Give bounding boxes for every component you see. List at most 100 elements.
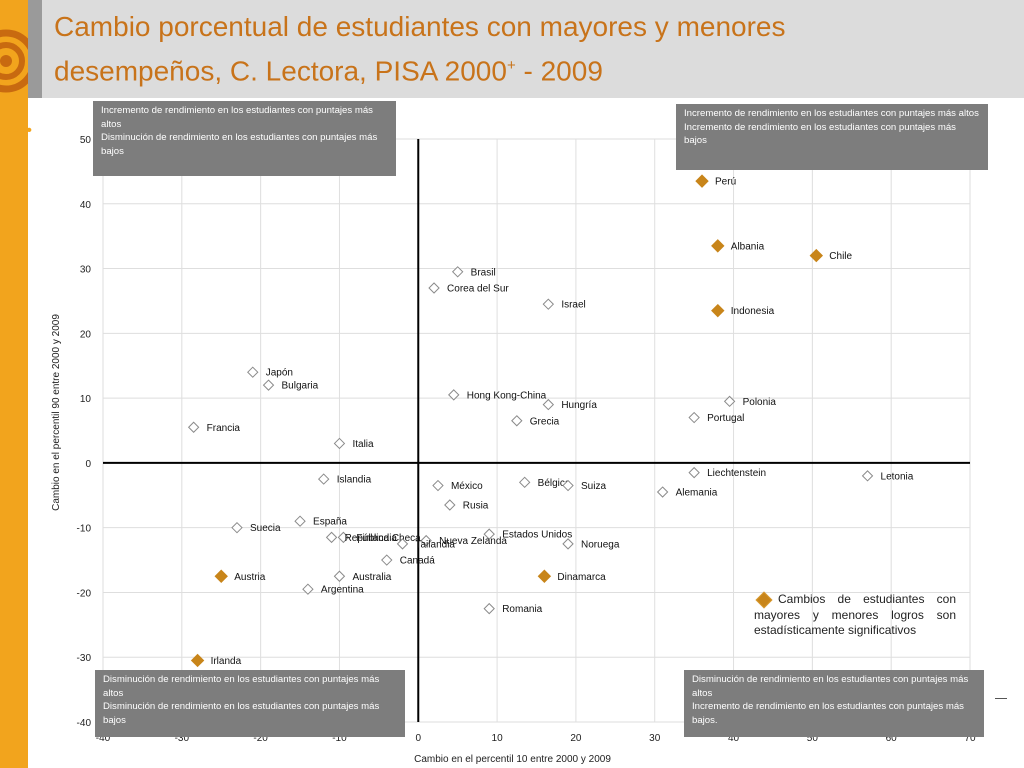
data-point — [337, 531, 350, 544]
data-point — [711, 303, 725, 318]
data-point — [231, 521, 243, 534]
data-point-label: Suiza — [581, 481, 606, 492]
data-point-label: Indonesia — [731, 306, 775, 317]
quadrant-box-line: Incremento de rendimiento en los estudia… — [692, 701, 964, 726]
y-tick-label: 0 — [85, 459, 91, 470]
data-point — [381, 554, 393, 566]
data-point-label: Hong Kong-China — [467, 390, 547, 401]
data-point-label: Israel — [561, 300, 585, 311]
data-point — [483, 602, 495, 615]
quadrant-box-line: Incremento de rendimiento en los estudia… — [684, 121, 956, 147]
data-point — [809, 248, 824, 263]
data-point-label: Bélgica — [538, 478, 571, 489]
data-point — [537, 569, 552, 583]
data-point — [542, 398, 555, 411]
quadrant-box-bottom-right: Disminución de rendimiento en los estudi… — [684, 670, 984, 737]
y-axis-label: Cambio en el percentil 90 entre 2000 y 2… — [51, 314, 62, 511]
title-text: Cambio porcentual de estudiantes con may… — [54, 11, 786, 87]
data-point — [688, 411, 700, 424]
data-point — [420, 534, 432, 547]
data-point-label: Argentina — [321, 585, 364, 596]
y-tick-label: -40 — [77, 718, 92, 729]
data-point-label: Italia — [352, 439, 374, 450]
data-point-label: Chile — [829, 251, 852, 262]
data-point — [317, 473, 330, 485]
data-point — [187, 421, 200, 433]
data-point — [711, 239, 725, 253]
x-tick-label: 20 — [570, 733, 582, 744]
header-accent — [28, 0, 42, 98]
data-point-label: Estados Unidos — [502, 530, 572, 541]
x-tick-label: -20 — [253, 733, 268, 744]
edge-dash — [995, 698, 1007, 699]
data-point-label: Albania — [731, 241, 765, 252]
data-point — [656, 486, 669, 498]
data-point-label: Dinamarca — [557, 572, 606, 583]
x-tick-label: 50 — [807, 733, 819, 744]
data-point-label: Canadá — [400, 556, 435, 567]
data-point — [723, 395, 736, 408]
data-point — [294, 515, 306, 527]
data-point — [688, 466, 700, 479]
x-tick-label: 10 — [492, 733, 504, 744]
quadrant-box-line: Disminución de rendimiento en los estudi… — [101, 132, 378, 157]
x-tick-label: 0 — [415, 733, 421, 744]
data-point-label: Suecia — [250, 523, 281, 534]
data-point-label: Grecia — [530, 416, 560, 427]
data-point-label: Romania — [502, 604, 542, 615]
data-point-label: Brasil — [471, 267, 496, 278]
x-tick-label: 30 — [649, 733, 661, 744]
data-point — [302, 583, 314, 595]
data-point — [214, 569, 228, 583]
y-tick-label: 40 — [80, 200, 92, 211]
data-point-label: Rusia — [463, 500, 489, 511]
decorative-dots: ••••• — [0, 122, 34, 139]
data-point-label: Noruega — [581, 539, 620, 550]
x-tick-label: 40 — [728, 733, 740, 744]
data-point — [247, 366, 259, 378]
data-point-label: Corea del Sur — [447, 283, 509, 294]
data-point-label: Hungría — [561, 400, 597, 411]
data-point-label: Perú — [715, 177, 736, 188]
y-tick-label: 20 — [80, 329, 92, 340]
x-axis-label: Cambio en el percentil 10 entre 2000 y 2… — [414, 754, 611, 765]
y-tick-label: 50 — [80, 135, 92, 146]
data-point-label: Australia — [352, 572, 391, 583]
header-band — [28, 0, 1024, 98]
quadrant-box-line: Disminución de rendimiento en los estudi… — [692, 674, 969, 699]
data-point — [333, 570, 346, 582]
data-point-label: Polonia — [743, 397, 777, 408]
data-point-label: Bulgaria — [282, 381, 319, 392]
data-point — [562, 538, 574, 550]
data-point — [432, 479, 444, 492]
quadrant-box-line: Incremento de rendimiento en los estudia… — [101, 105, 373, 130]
data-point-label: Tailandia — [416, 539, 456, 550]
left-accent-bar — [0, 0, 28, 768]
title-superscript: + — [506, 57, 516, 74]
data-point-label: Islandia — [337, 475, 372, 486]
y-tick-label: 30 — [80, 265, 92, 276]
data-point-label: Alemania — [676, 488, 718, 499]
quadrant-box-line: Incremento de rendimiento en los estudia… — [684, 108, 979, 119]
data-point — [428, 282, 440, 294]
title-suffix: - 2009 — [515, 55, 603, 87]
quadrant-box-line: Disminución de rendimiento en los estudi… — [103, 674, 380, 699]
data-point — [190, 653, 205, 668]
data-point-label: México — [451, 481, 483, 492]
data-point — [396, 538, 409, 550]
chart-legend: Cambios de estudiantes con mayores y men… — [754, 591, 956, 639]
data-point — [451, 266, 464, 278]
data-point — [325, 531, 338, 544]
page-title: Cambio porcentual de estudiantes con may… — [54, 7, 954, 90]
x-tick-label: -30 — [175, 733, 190, 744]
data-point-label: Austria — [234, 572, 266, 583]
data-point-label: República Checa — [345, 533, 422, 544]
data-point — [695, 174, 709, 188]
data-point-label: Portugal — [707, 413, 744, 424]
x-tick-label: -10 — [332, 733, 347, 744]
x-tick-label: 70 — [964, 733, 976, 744]
data-point-label: Irlanda — [211, 656, 242, 667]
quadrant-box-bottom-left: Disminución de rendimiento en los estudi… — [95, 670, 405, 737]
data-point — [861, 470, 874, 482]
data-point — [542, 298, 555, 310]
